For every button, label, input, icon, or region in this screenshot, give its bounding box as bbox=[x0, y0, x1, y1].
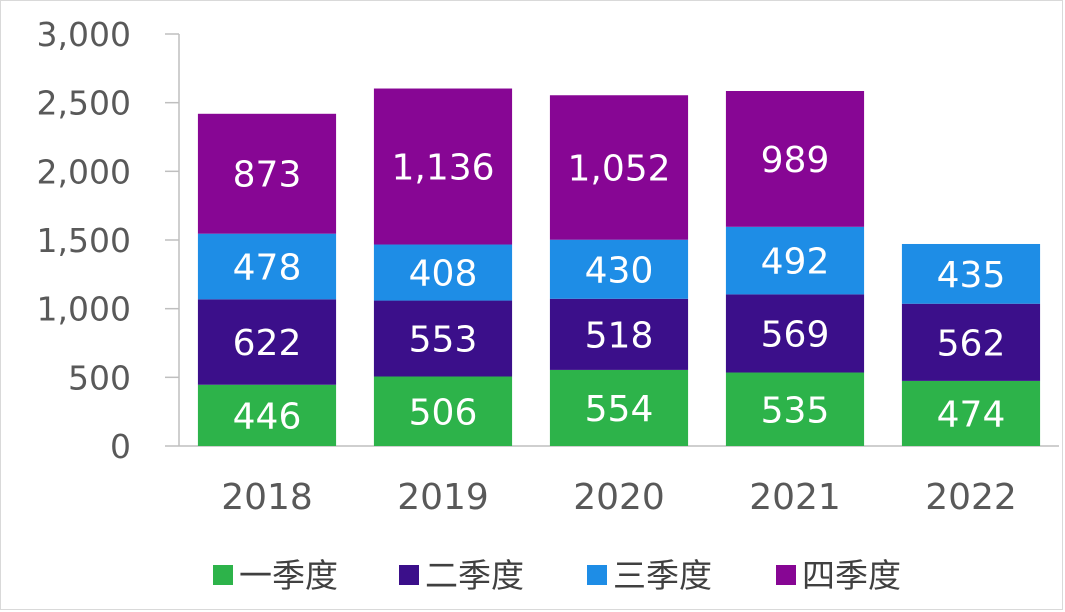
y-tick-label: 3,000 bbox=[37, 15, 131, 54]
y-tick-label: 2,000 bbox=[37, 152, 131, 191]
bars-layer bbox=[197, 88, 1041, 446]
data-label: 446 bbox=[233, 396, 302, 437]
data-label: 569 bbox=[761, 314, 830, 355]
bar-segment bbox=[549, 298, 689, 370]
data-label: 474 bbox=[937, 394, 1006, 435]
bar-segment bbox=[373, 244, 513, 301]
legend: 一季度 二季度 三季度 四季度 bbox=[213, 556, 901, 595]
y-tick-label: 0 bbox=[110, 427, 131, 466]
bar-segment bbox=[549, 369, 689, 446]
bar-segment bbox=[549, 239, 689, 299]
bar-segment bbox=[373, 88, 513, 245]
x-category-label: 2018 bbox=[221, 477, 313, 518]
data-label: 622 bbox=[233, 323, 302, 364]
legend-label: 一季度 bbox=[239, 556, 338, 595]
bar-segment bbox=[197, 113, 337, 234]
data-label: 553 bbox=[409, 320, 478, 361]
legend-swatch bbox=[213, 565, 233, 585]
data-label: 430 bbox=[585, 250, 654, 291]
y-tick-label: 2,500 bbox=[37, 84, 131, 123]
legend-label: 二季度 bbox=[425, 556, 524, 595]
bar-segment bbox=[373, 300, 513, 377]
y-tick-label: 1,500 bbox=[37, 221, 131, 260]
data-label: 554 bbox=[585, 389, 654, 430]
data-label: 408 bbox=[409, 254, 478, 295]
legend-swatch bbox=[399, 565, 419, 585]
bar-segment bbox=[901, 303, 1041, 381]
x-category-label: 2022 bbox=[925, 477, 1017, 518]
bar-segment bbox=[197, 233, 337, 300]
data-label: 562 bbox=[937, 323, 1006, 364]
legend-label: 三季度 bbox=[613, 556, 712, 595]
x-category-label: 2019 bbox=[397, 477, 489, 518]
data-label: 478 bbox=[233, 248, 302, 289]
legend-swatch bbox=[587, 565, 607, 585]
bar-segment bbox=[197, 384, 337, 446]
data-labels-layer: 446 622 478 873 506 553 408 1,136 554 518 430 1,052… bbox=[233, 140, 1006, 437]
data-label: 1,136 bbox=[391, 148, 494, 189]
data-label: 518 bbox=[585, 315, 654, 356]
bar-segment bbox=[549, 95, 689, 240]
data-label: 492 bbox=[761, 242, 830, 283]
bar-segment bbox=[725, 372, 865, 446]
data-label: 435 bbox=[937, 255, 1006, 296]
bar-segment bbox=[725, 294, 865, 373]
bar-segment bbox=[373, 376, 513, 446]
data-label: 989 bbox=[761, 140, 830, 181]
bar-segment bbox=[197, 299, 337, 385]
bar-segment bbox=[901, 243, 1041, 304]
bar-segment bbox=[725, 90, 865, 227]
legend-label: 四季度 bbox=[802, 556, 901, 595]
y-tick-label: 500 bbox=[68, 358, 131, 397]
data-label: 1,052 bbox=[567, 148, 670, 189]
data-label: 506 bbox=[409, 392, 478, 433]
x-category-label: 2021 bbox=[749, 477, 841, 518]
y-tick-label: 1,000 bbox=[37, 290, 131, 329]
data-label: 535 bbox=[761, 390, 830, 431]
bar-segment bbox=[725, 226, 865, 295]
legend-swatch bbox=[776, 565, 796, 585]
data-label: 873 bbox=[233, 155, 302, 196]
x-category-label: 2020 bbox=[573, 477, 665, 518]
axis-layer: 0 500 1,000 1,500 2,000 2,500 3,000 2018 2019 202… bbox=[37, 15, 1059, 518]
bar-segment bbox=[901, 380, 1041, 446]
